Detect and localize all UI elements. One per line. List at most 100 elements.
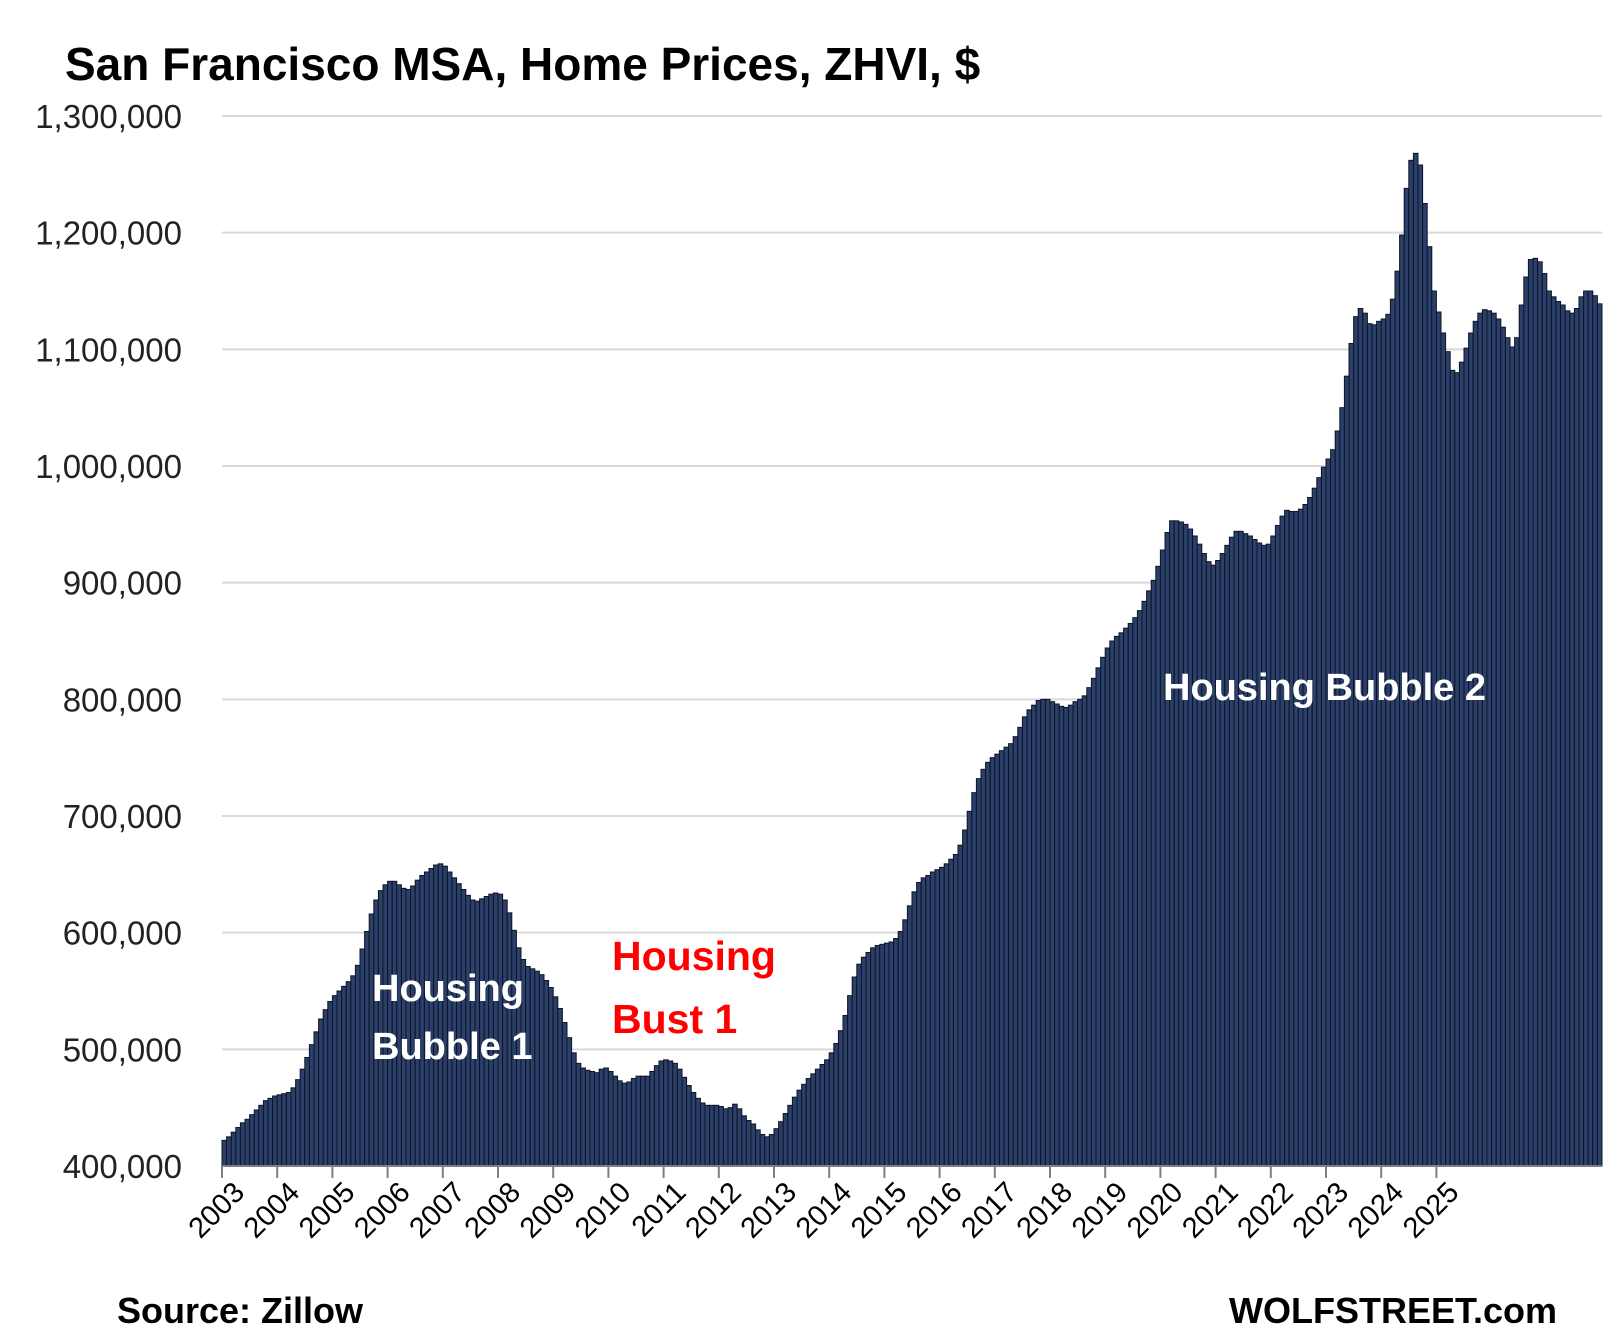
- bar: [883, 942, 890, 1167]
- bar: [833, 1043, 839, 1167]
- bar: [778, 1121, 784, 1167]
- bar: [847, 995, 853, 1167]
- x-tick-label: 2005: [293, 1176, 361, 1244]
- bar: [745, 1120, 752, 1167]
- bar: [1077, 698, 1083, 1167]
- x-tick-label: 2004: [238, 1176, 306, 1244]
- bar: [1325, 458, 1332, 1167]
- bar: [1435, 311, 1442, 1167]
- bar: [1238, 530, 1244, 1167]
- bar: [1583, 290, 1589, 1167]
- bar: [414, 879, 421, 1167]
- bar: [713, 1104, 720, 1167]
- y-tick-label: 400,000: [63, 1148, 182, 1185]
- bar: [433, 864, 439, 1167]
- bar: [1150, 579, 1157, 1167]
- bar: [1334, 430, 1341, 1167]
- bar: [644, 1075, 651, 1167]
- x-tick-label: 2021: [1176, 1176, 1244, 1244]
- bar: [1155, 565, 1161, 1167]
- bar: [267, 1097, 274, 1167]
- bar: [1468, 332, 1474, 1167]
- bar: [764, 1136, 770, 1167]
- x-tick-label: 2011: [626, 1176, 693, 1243]
- bar: [722, 1108, 729, 1167]
- bar: [902, 919, 908, 1167]
- bar: [272, 1095, 278, 1167]
- bar: [1187, 528, 1194, 1167]
- bar: [676, 1068, 683, 1167]
- bar: [571, 1052, 577, 1167]
- bar: [1270, 535, 1276, 1167]
- bar: [1205, 561, 1212, 1167]
- bar: [814, 1068, 821, 1167]
- bar: [699, 1102, 706, 1167]
- bar: [787, 1104, 793, 1167]
- bar: [1182, 523, 1189, 1167]
- bar: [1044, 698, 1051, 1167]
- bar: [1169, 520, 1175, 1167]
- x-tick-label: 2017: [956, 1176, 1024, 1244]
- annotation-bust-1-line-2: Bust 1: [612, 996, 737, 1042]
- bar: [929, 871, 936, 1167]
- bar: [640, 1075, 646, 1167]
- bar: [1288, 511, 1295, 1167]
- bar: [1412, 152, 1419, 1167]
- x-tick-label: 2010: [569, 1176, 637, 1244]
- bar: [276, 1094, 283, 1167]
- bar: [681, 1076, 688, 1167]
- bar: [658, 1060, 665, 1167]
- bar: [598, 1068, 605, 1167]
- bar: [1095, 667, 1102, 1167]
- y-tick-label: 1,300,000: [35, 98, 182, 135]
- bar: [1491, 312, 1497, 1167]
- bar: [1219, 553, 1226, 1167]
- bar: [1560, 304, 1566, 1167]
- bar: [897, 931, 904, 1167]
- bar: [755, 1129, 761, 1167]
- bar: [1228, 536, 1235, 1167]
- bar: [1054, 703, 1060, 1167]
- bar: [851, 976, 858, 1167]
- bar: [1090, 677, 1097, 1167]
- bar: [258, 1104, 264, 1167]
- bar: [327, 1001, 333, 1167]
- x-tick-label: 2009: [514, 1176, 582, 1244]
- bar: [230, 1131, 237, 1167]
- x-tick-label: 2007: [404, 1176, 472, 1244]
- bar: [589, 1071, 596, 1167]
- bar: [736, 1108, 743, 1167]
- bar: [1353, 316, 1359, 1167]
- bar: [249, 1114, 255, 1167]
- bar: [906, 905, 913, 1167]
- bar: [1265, 543, 1272, 1167]
- bar: [1242, 533, 1249, 1167]
- bar: [1123, 627, 1129, 1167]
- bar: [364, 931, 370, 1167]
- bar: [1251, 539, 1258, 1167]
- annotation-bust-1-line-1: Housing: [612, 933, 776, 979]
- bar: [552, 996, 559, 1167]
- bar: [1141, 600, 1148, 1167]
- bar: [1100, 656, 1106, 1167]
- bar: [1546, 290, 1552, 1167]
- bar: [1311, 487, 1318, 1167]
- bar: [1256, 542, 1263, 1167]
- y-tick-label: 500,000: [63, 1031, 182, 1068]
- bar: [543, 980, 550, 1167]
- bar: [686, 1085, 692, 1167]
- x-tick-label: 2019: [1066, 1176, 1134, 1244]
- bar: [994, 753, 1000, 1167]
- bar: [1380, 318, 1387, 1167]
- bar: [1159, 549, 1166, 1167]
- bar: [888, 941, 895, 1167]
- x-tick-label: 2023: [1287, 1176, 1355, 1244]
- bar: [221, 1139, 228, 1167]
- bar: [538, 974, 545, 1167]
- x-tick-label: 2014: [790, 1176, 858, 1244]
- y-tick-label: 1,000,000: [35, 448, 182, 485]
- bar: [1109, 640, 1115, 1167]
- bar: [548, 987, 554, 1167]
- bar: [1058, 705, 1065, 1167]
- bar: [828, 1052, 835, 1167]
